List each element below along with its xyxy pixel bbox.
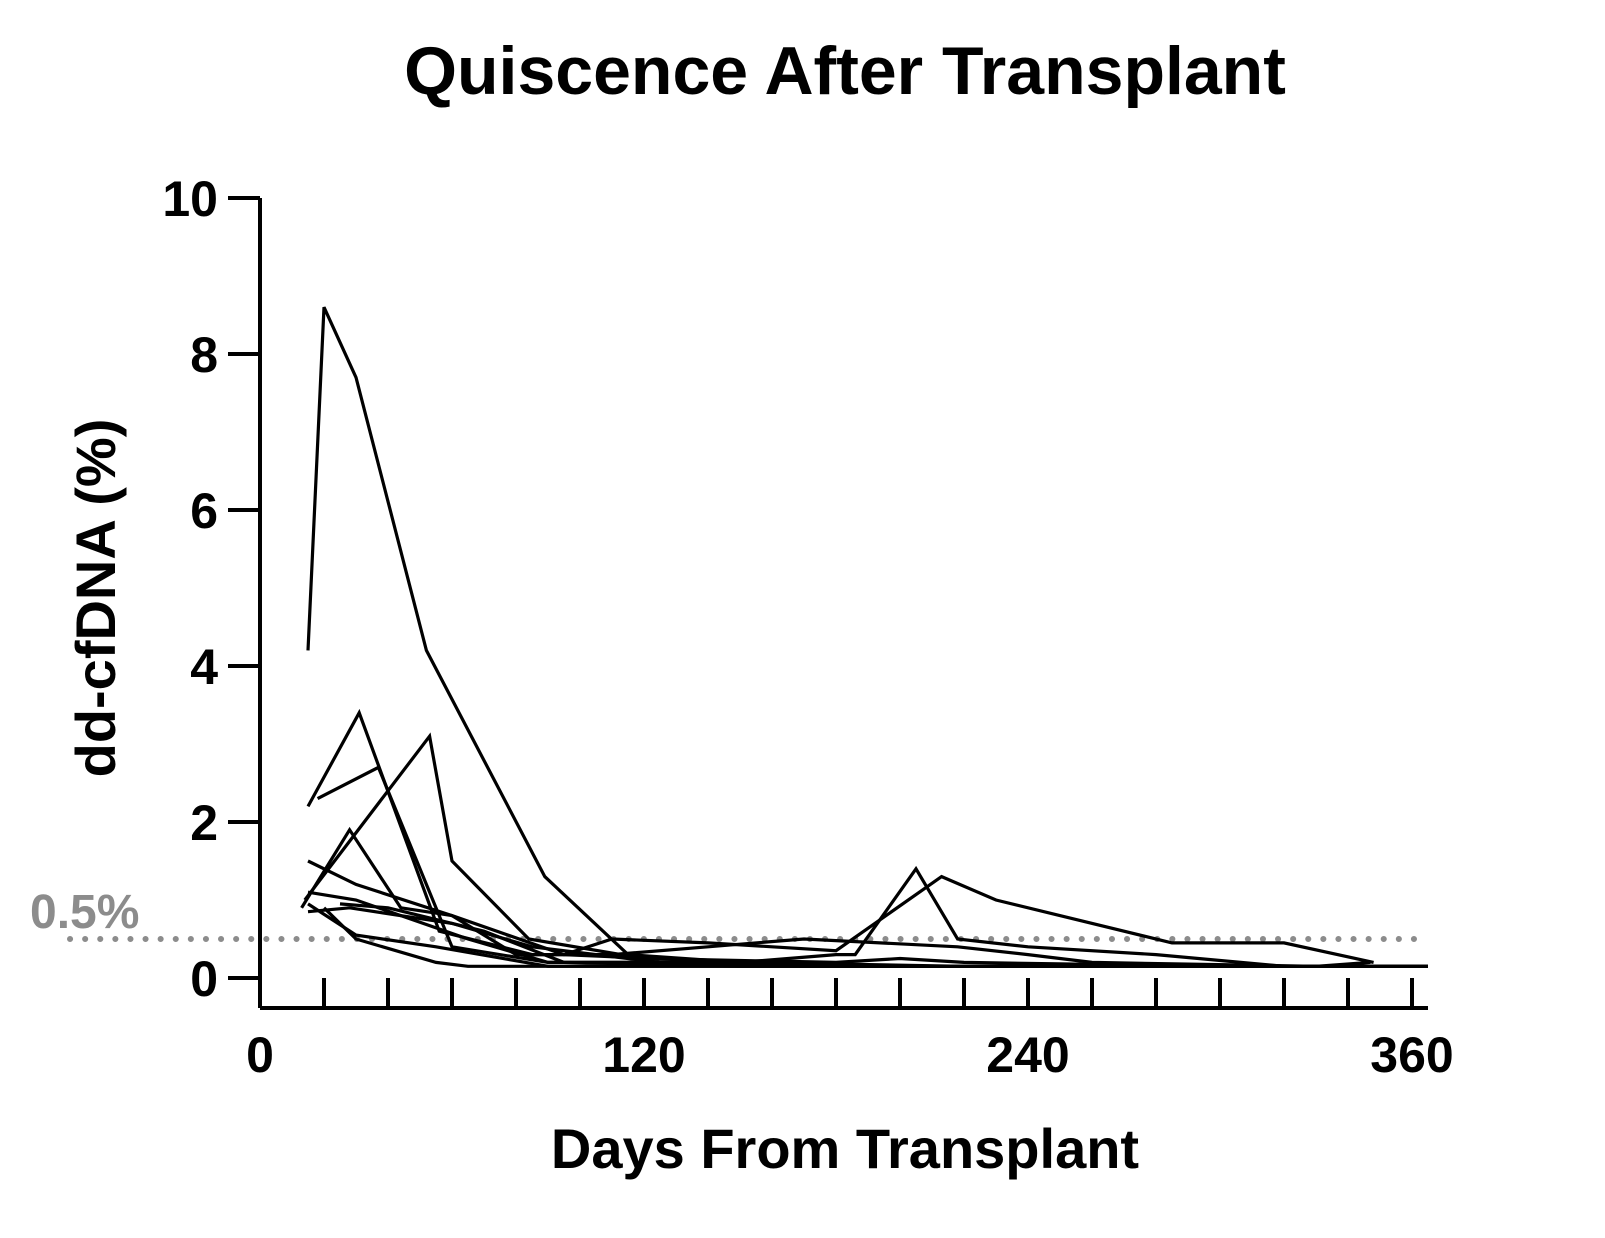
threshold-label: 0.5% — [30, 886, 139, 939]
y-tick-label: 8 — [190, 327, 218, 383]
y-tick-label: 6 — [190, 483, 218, 539]
x-tick-label: 240 — [986, 1027, 1069, 1083]
x-axis-label: Days From Transplant — [551, 1117, 1139, 1180]
series-line-5 — [303, 732, 1419, 968]
y-axis-label: dd-cfDNA (%) — [64, 419, 127, 778]
y-tick-label: 10 — [162, 171, 218, 227]
axes-group: 0 2 4 6 8 10 0 120 240 360 — [162, 171, 1453, 1083]
y-tick-label: 2 — [190, 795, 218, 851]
x-tick-label: 120 — [602, 1027, 685, 1083]
series-line-2 — [306, 708, 1371, 968]
series-line-6 — [307, 859, 1374, 964]
series-group — [300, 306, 1428, 968]
threshold-group: 0.5% — [30, 886, 1428, 942]
y-tick-label: 4 — [190, 639, 218, 695]
chart-title: Quiscence After Transplant — [404, 33, 1286, 109]
x-tick-label: 0 — [246, 1027, 274, 1083]
y-tick-label: 0 — [190, 951, 218, 1007]
series-line-11 — [339, 902, 1428, 968]
x-tick-label: 360 — [1370, 1027, 1453, 1083]
